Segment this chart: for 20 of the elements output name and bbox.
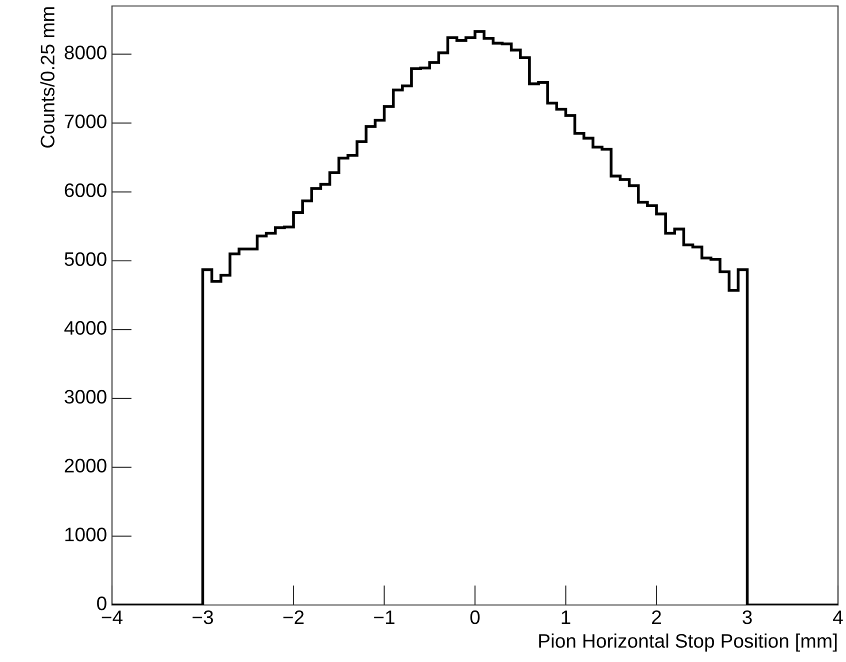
x-axis-title: Pion Horizontal Stop Position [mm] [539,634,837,652]
x-tick-label: 1 [562,610,570,624]
y-tick-label: 1000 [65,528,106,542]
y-tick-label: 4000 [64,321,106,335]
x-tick-label: −2 [283,610,304,624]
y-tick-label: 7000 [64,114,106,128]
x-tick-label: −4 [102,610,123,624]
y-tick-label: 5000 [64,252,106,266]
y-tick-label: 2000 [64,458,106,473]
x-tick-label: −1 [374,610,394,624]
x-tick-label: 0 [470,610,480,624]
y-axis-title: Counts/0.25 mm [40,7,54,148]
y-tick-label: 6000 [64,183,106,198]
x-tick-label: −3 [192,610,213,624]
x-tick-label: 2 [652,610,661,624]
y-tick-label: 0 [97,596,106,610]
x-tick-label: 3 [742,610,752,624]
y-tick-label: 3000 [64,390,106,404]
y-tick-label: 8000 [64,46,106,60]
x-tick-label: 4 [833,610,843,624]
